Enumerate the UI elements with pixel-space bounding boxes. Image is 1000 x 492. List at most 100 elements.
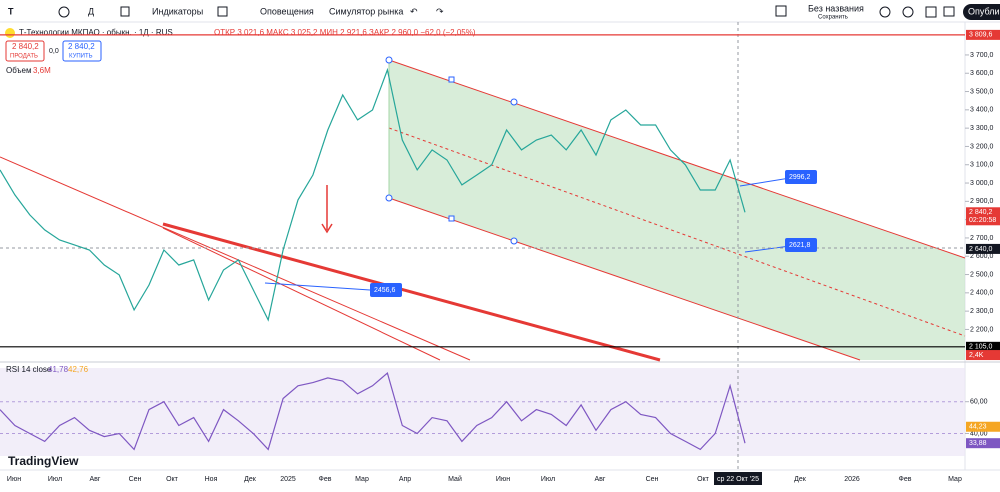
settings-button[interactable] [902, 6, 914, 18]
channel-bottom[interactable] [388, 197, 861, 361]
publish-label[interactable]: Опублик [968, 6, 1000, 16]
y-tick-label: 2 900,0 [970, 198, 993, 205]
x-tick-label: Окт [166, 476, 179, 483]
redo-button[interactable]: ↷ [436, 6, 444, 16]
snapshot-button[interactable] [943, 6, 955, 17]
alerts-button[interactable]: Оповещения [260, 6, 314, 16]
x-tick-label: Июл [541, 476, 555, 483]
price-badge-label: 2 105,0 [969, 344, 992, 351]
x-tick-label: Июн [496, 476, 510, 483]
y-tick-label: 60,00 [970, 399, 988, 406]
trend-line-bold[interactable] [162, 222, 661, 362]
rsi-band [0, 368, 965, 456]
x-tick-label: Фев [899, 476, 912, 483]
measure-label: 2456,6 [374, 287, 396, 294]
replay-button[interactable]: Симулятор рынка [329, 6, 403, 16]
layout-button[interactable] [775, 5, 787, 17]
rsi-ma-value: 42,76 [68, 365, 89, 374]
y-tick-label: 2 200,0 [970, 326, 993, 333]
x-tick-label: Сен [129, 476, 142, 483]
measure-line[interactable] [264, 282, 371, 291]
measure-label-box [785, 238, 817, 252]
axis-badge [966, 421, 1000, 432]
trend-line[interactable] [0, 156, 471, 361]
arrow-head [321, 223, 333, 234]
axis-badge-label: 44,23 [969, 424, 987, 431]
x-tick-label: Мар [948, 476, 962, 483]
axis-badge [966, 438, 1000, 449]
y-tick-label: 3 100,0 [970, 162, 993, 169]
measure-label-box [785, 170, 817, 184]
layout-status: Сохранить [818, 15, 848, 21]
x-tick-label: Окт [697, 476, 710, 483]
x-tick-label: Дек [794, 476, 807, 483]
sell-price[interactable]: 2 840,2 [12, 42, 39, 51]
volume-title: Объем [6, 66, 32, 75]
volume-value: 3,6M [33, 66, 51, 75]
axis-badge-label: 33,88 [969, 440, 987, 447]
toolbar [0, 0, 1000, 22]
channel-top[interactable] [388, 59, 966, 259]
instrument-title[interactable]: Т-Технологии МКПАО · обыкн. · 1Д · RUS [19, 28, 173, 37]
x-tick-label: Май [448, 475, 462, 483]
x-tick-label: Июл [48, 476, 62, 483]
search-button[interactable] [879, 6, 891, 18]
x-tick-label: Сен [646, 476, 659, 483]
price-badge [966, 341, 1000, 352]
y-tick-label: 2 700,0 [970, 235, 993, 242]
symbol-search[interactable]: Т [8, 6, 14, 16]
y-tick-label: 3 000,0 [970, 180, 993, 187]
sell-button[interactable] [5, 40, 45, 62]
x-tick-label: Июн [7, 476, 21, 483]
y-tick-label: 3 600,0 [970, 70, 993, 77]
y-tick-label: 2 600,0 [970, 253, 993, 260]
x-tick-label: 2025 [280, 476, 296, 483]
axis-badge-timer: 02:20:58 [969, 217, 996, 224]
axis-badge-label: 2 840,2 [969, 209, 992, 216]
layout-name[interactable]: Без названия [808, 3, 864, 13]
channel-fill [389, 60, 965, 360]
x-tick-label: Ноя [205, 476, 218, 483]
buy-label[interactable]: КУПИТЬ [69, 54, 93, 60]
measure-label-box [370, 283, 402, 297]
undo-button[interactable]: ↶ [410, 6, 418, 16]
interval-button[interactable]: Д [88, 6, 94, 16]
y-tick-label: 2 300,0 [970, 308, 993, 315]
x-tick-label: Дек [244, 476, 257, 483]
drawing-handle[interactable] [448, 76, 455, 83]
buy-button[interactable] [62, 40, 102, 62]
measure-label: 2996,2 [789, 174, 811, 181]
chart-type-button[interactable] [120, 6, 130, 17]
axis-badge [966, 350, 1000, 361]
drawing-handle[interactable] [448, 215, 455, 222]
publish-button[interactable] [963, 4, 1000, 20]
ohlc-values: ОТКР 3 021,6 МАКС 3 025,2 МИН 2 921,6 ЗА… [214, 28, 476, 37]
sell-label[interactable]: ПРОДАТЬ [10, 54, 38, 60]
symbol-logo [5, 28, 15, 38]
price-badge [966, 29, 1000, 40]
drawing-handle[interactable] [385, 56, 393, 64]
rsi-value: 41,78 [48, 365, 69, 374]
buy-price[interactable]: 2 840,2 [68, 42, 95, 51]
y-tick-label: 2 400,0 [970, 290, 993, 297]
trend-line[interactable] [162, 227, 441, 361]
drawing-handle[interactable] [510, 237, 518, 245]
measure-line[interactable] [739, 177, 791, 187]
x-tick-label: 2026 [844, 476, 860, 483]
crosshair-time-box [714, 472, 762, 485]
y-tick-label: 3 400,0 [970, 107, 993, 114]
measure-line[interactable] [744, 245, 791, 253]
x-tick-label: Авг [90, 476, 101, 483]
templates-button[interactable] [217, 6, 228, 17]
axis-badge-label: 2,4K [969, 352, 984, 359]
fullscreen-button[interactable] [925, 6, 937, 18]
measure-label: 2621,8 [789, 242, 811, 249]
compare-button[interactable] [58, 6, 70, 18]
indicators-button[interactable]: Индикаторы [152, 6, 203, 16]
y-tick-label: 3 500,0 [970, 88, 993, 95]
drawing-handle[interactable] [385, 194, 393, 202]
x-tick-label: ср 22 Окт '25 [717, 476, 759, 483]
channel-mid[interactable] [388, 127, 966, 337]
y-tick-label: 40,00 [970, 430, 988, 437]
drawing-handle[interactable] [510, 98, 518, 106]
